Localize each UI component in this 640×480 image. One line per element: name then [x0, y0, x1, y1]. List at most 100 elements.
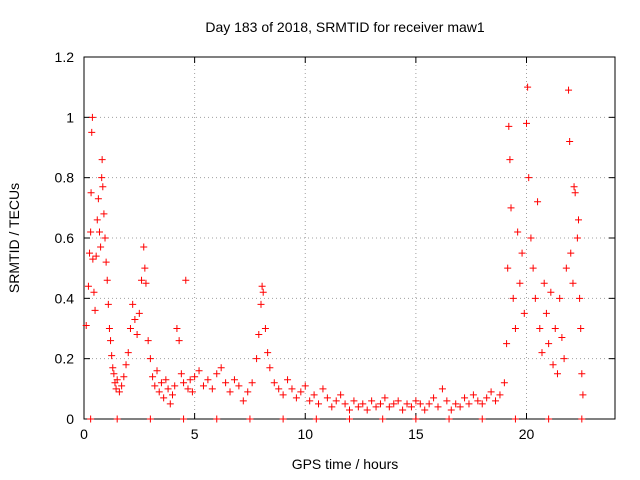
- data-point: [95, 228, 103, 236]
- data-point: [394, 397, 402, 405]
- data-point: [124, 349, 132, 357]
- data-point: [115, 388, 123, 396]
- data-point: [341, 400, 349, 408]
- data-point: [244, 388, 252, 396]
- data-point: [151, 382, 159, 390]
- data-point: [337, 391, 345, 399]
- data-point: [523, 119, 530, 127]
- data-point: [91, 306, 99, 314]
- y-axis-label: SRMTID / TECUs: [6, 183, 22, 293]
- data-point: [82, 321, 90, 329]
- data-point: [108, 352, 116, 360]
- data-point: [120, 373, 128, 381]
- data-point: [538, 349, 546, 357]
- data-point: [346, 415, 353, 423]
- data-point: [465, 400, 473, 408]
- data-point: [503, 340, 511, 348]
- data-point: [534, 198, 542, 206]
- x-tick-label: 15: [408, 426, 424, 442]
- data-point: [97, 243, 105, 251]
- data-point: [574, 216, 582, 224]
- y-tick-label: 0: [66, 411, 74, 427]
- data-point: [553, 370, 561, 378]
- data-point: [144, 337, 152, 345]
- data-point: [319, 385, 327, 393]
- data-point: [492, 397, 500, 405]
- data-point: [518, 249, 526, 257]
- data-point: [549, 361, 557, 369]
- data-point: [434, 403, 442, 411]
- data-point: [186, 376, 194, 384]
- data-point: [253, 355, 261, 363]
- data-point: [105, 325, 113, 332]
- chart-title: Day 183 of 2018, SRMTID for receiver maw…: [205, 19, 485, 35]
- data-point: [456, 403, 464, 411]
- data-point: [131, 315, 139, 323]
- data-point: [425, 400, 433, 408]
- data-point: [93, 216, 101, 224]
- y-tick-label: 1.2: [55, 49, 75, 65]
- axis-ticks: 0 5 10 15 20 0 0.2 0.4 0.6 0.8 1 1.2: [55, 49, 615, 442]
- data-point: [312, 415, 320, 423]
- data-point: [576, 294, 584, 302]
- data-point: [109, 364, 117, 372]
- x-tick-label: 20: [519, 426, 535, 442]
- data-point: [507, 204, 515, 212]
- data-point: [182, 276, 190, 284]
- data-point: [87, 228, 95, 236]
- data-point: [447, 406, 455, 414]
- data-point: [288, 385, 296, 393]
- data-point: [416, 400, 424, 408]
- data-point: [540, 279, 548, 287]
- x-tick-label: 5: [191, 426, 199, 442]
- x-tick-label: 0: [80, 426, 88, 442]
- data-point: [255, 331, 263, 339]
- data-point: [162, 376, 170, 384]
- data-point: [483, 394, 491, 402]
- data-point: [359, 400, 367, 408]
- data-point: [385, 403, 393, 411]
- data-point: [567, 249, 575, 257]
- y-tick-label: 0.2: [55, 351, 75, 367]
- y-tick-label: 0.4: [55, 290, 75, 306]
- data-point: [217, 364, 225, 372]
- data-point: [100, 210, 108, 218]
- data-point: [88, 113, 96, 121]
- data-point: [399, 406, 407, 414]
- data-point: [133, 331, 141, 339]
- data-point: [556, 294, 564, 302]
- data-point: [107, 337, 115, 345]
- data-point: [407, 403, 415, 411]
- data-point: [506, 156, 514, 164]
- data-point: [138, 276, 146, 284]
- data-point: [103, 276, 111, 284]
- data-point: [177, 370, 185, 378]
- data-point: [511, 325, 519, 332]
- data-point: [135, 309, 143, 317]
- data-point: [113, 415, 121, 423]
- data-point: [531, 294, 539, 302]
- data-point: [560, 355, 568, 363]
- data-point: [500, 379, 508, 387]
- y-tick-label: 0.8: [55, 170, 75, 186]
- data-point: [346, 406, 353, 414]
- data-point: [328, 403, 336, 411]
- data-point: [310, 391, 318, 399]
- data-point: [270, 379, 278, 387]
- data-point: [146, 355, 154, 363]
- data-points: [82, 83, 587, 423]
- data-point: [520, 309, 528, 317]
- data-point: [438, 385, 446, 393]
- data-point: [266, 364, 274, 372]
- data-point: [536, 325, 544, 332]
- data-point: [239, 397, 247, 405]
- data-point: [578, 415, 586, 423]
- data-point: [372, 403, 380, 411]
- data-point: [246, 415, 254, 423]
- data-point: [578, 370, 586, 378]
- data-point: [577, 325, 585, 332]
- data-point: [284, 376, 292, 384]
- data-point: [171, 382, 179, 390]
- data-point: [368, 397, 376, 405]
- data-point: [204, 376, 212, 384]
